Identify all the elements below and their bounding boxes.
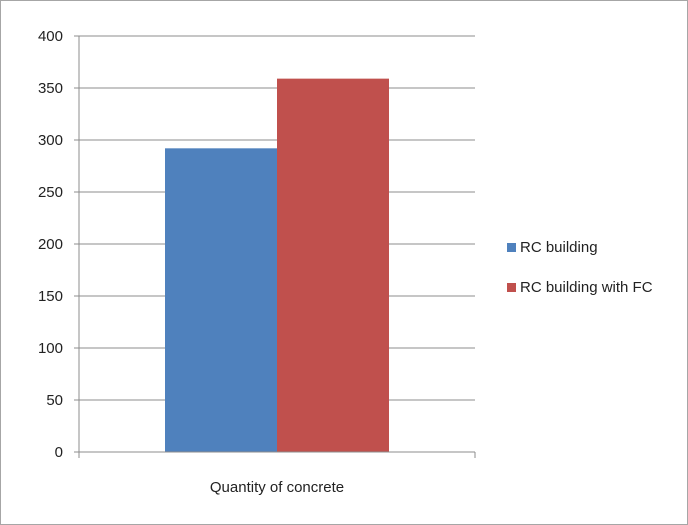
y-tick-label: 200	[38, 236, 63, 253]
y-tick-label: 0	[55, 444, 63, 461]
axes	[74, 35, 476, 458]
legend-swatch	[507, 282, 516, 292]
y-tick-label: 300	[38, 132, 63, 149]
y-tick-label: 400	[38, 28, 63, 45]
x-category-label: Quantity of concrete	[210, 479, 344, 496]
legend: RC building RC building with FC	[507, 237, 682, 317]
bar-rc-building	[165, 148, 277, 452]
y-tick-label: 50	[46, 392, 63, 409]
y-tick-label: 100	[38, 340, 63, 357]
axis-labels: 0 50 100 150 200 250 300 350 400 Quantity of conc…	[38, 28, 344, 496]
bar-rc-building-with-fc	[277, 78, 389, 452]
legend-item: RC building with FC	[507, 277, 682, 297]
y-tick-label: 250	[38, 184, 63, 201]
legend-label: RC building with FC	[520, 278, 653, 296]
legend-label: RC building	[520, 238, 598, 256]
legend-item: RC building	[507, 237, 682, 257]
bars	[165, 78, 389, 452]
y-tick-label: 350	[38, 80, 63, 97]
legend-swatch	[507, 242, 516, 252]
y-tick-label: 150	[38, 288, 63, 305]
